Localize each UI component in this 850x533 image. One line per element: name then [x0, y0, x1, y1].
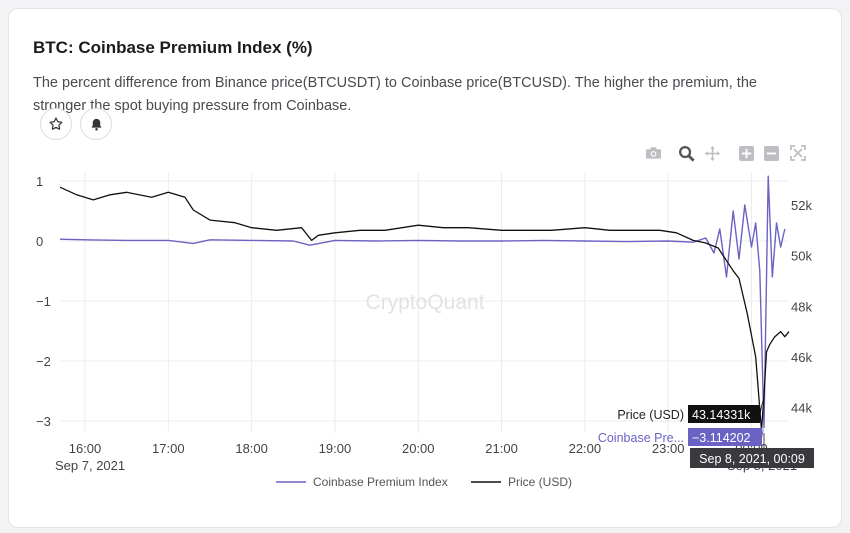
bell-icon: [91, 118, 101, 130]
page-title: BTC: Coinbase Premium Index (%): [33, 38, 313, 57]
tooltip-price-box: [688, 405, 761, 423]
legend[interactable]: Coinbase Premium Index Price (USD): [276, 475, 572, 489]
tooltip-price-value: 43.14331k: [692, 408, 751, 422]
tooltip-time-value: Sep 8, 2021, 00:09: [699, 452, 805, 466]
x-axis: 16:00 17:00 18:00 19:00 20:00 21:00 22:00 23:00…: [55, 441, 797, 473]
chart-description: The percent difference from Binance pric…: [33, 75, 757, 114]
y-left-tick-label: −3: [36, 414, 51, 429]
watermark: CryptoQuant: [365, 291, 484, 314]
y-axis-left: 1 0 −1 −2 −3: [36, 174, 51, 429]
tooltip-premium-label: Coinbase Pre...: [598, 431, 684, 445]
y-left-tick-label: −1: [36, 294, 51, 309]
y-left-tick-label: 1: [36, 174, 43, 189]
pan-icon[interactable]: [703, 144, 721, 162]
y-right-tick-label: 52k: [791, 198, 812, 213]
y-right-tick-label: 48k: [791, 299, 812, 314]
legend-price-label: Price (USD): [508, 475, 572, 489]
y-left-tick-label: 0: [36, 234, 43, 249]
price-line[interactable]: [59, 186, 790, 432]
x-tick-label: 21:00: [485, 441, 518, 456]
favorite-button[interactable]: [40, 108, 72, 140]
y-axis-right: 52k 50k 48k 46k 44k: [791, 198, 812, 416]
x-date-label: Sep 7, 2021: [55, 458, 125, 473]
zoom-icon[interactable]: [677, 144, 695, 162]
hover-tooltip: Price (USD) 43.14331k Coinbase Pre... −3.11…: [598, 394, 814, 468]
alert-button[interactable]: [80, 108, 112, 140]
star-icon: [49, 117, 63, 130]
y-right-tick-label: 44k: [791, 401, 812, 416]
series-lines[interactable]: [59, 175, 790, 432]
legend-premium-label: Coinbase Premium Index: [313, 475, 448, 489]
tooltip-time-box: [690, 448, 814, 468]
y-left-tick-label: −2: [36, 354, 51, 369]
tooltip-premium-box: [688, 428, 763, 446]
premium-index-line[interactable]: [59, 175, 786, 429]
x-tick-label: 18:00: [235, 441, 268, 456]
x-tick-label: 22:00: [569, 441, 602, 456]
chart-card: BTC: Coinbase Premium Index (%) The perc…: [8, 8, 842, 528]
zoom-out-icon[interactable]: [762, 144, 780, 162]
camera-icon[interactable]: [644, 144, 662, 162]
x-tick-label: 23:00: [652, 441, 685, 456]
tooltip-premium-value: −3.114202: [692, 431, 751, 445]
x-tick-label: 19:00: [319, 441, 352, 456]
y-right-tick-label: 50k: [791, 249, 812, 264]
autoscale-icon[interactable]: [789, 144, 807, 162]
x-tick-label: 17:00: [152, 441, 185, 456]
x-tick-label: 20:00: [402, 441, 435, 456]
tooltip-price-label: Price (USD): [617, 408, 684, 422]
x-tick-label: 16:00: [69, 441, 102, 456]
tooltip-price-pointer: [760, 394, 765, 417]
zoom-in-icon[interactable]: [737, 144, 755, 162]
y-right-tick-label: 46k: [791, 350, 812, 365]
tooltip-premium-pointer: [762, 428, 765, 438]
